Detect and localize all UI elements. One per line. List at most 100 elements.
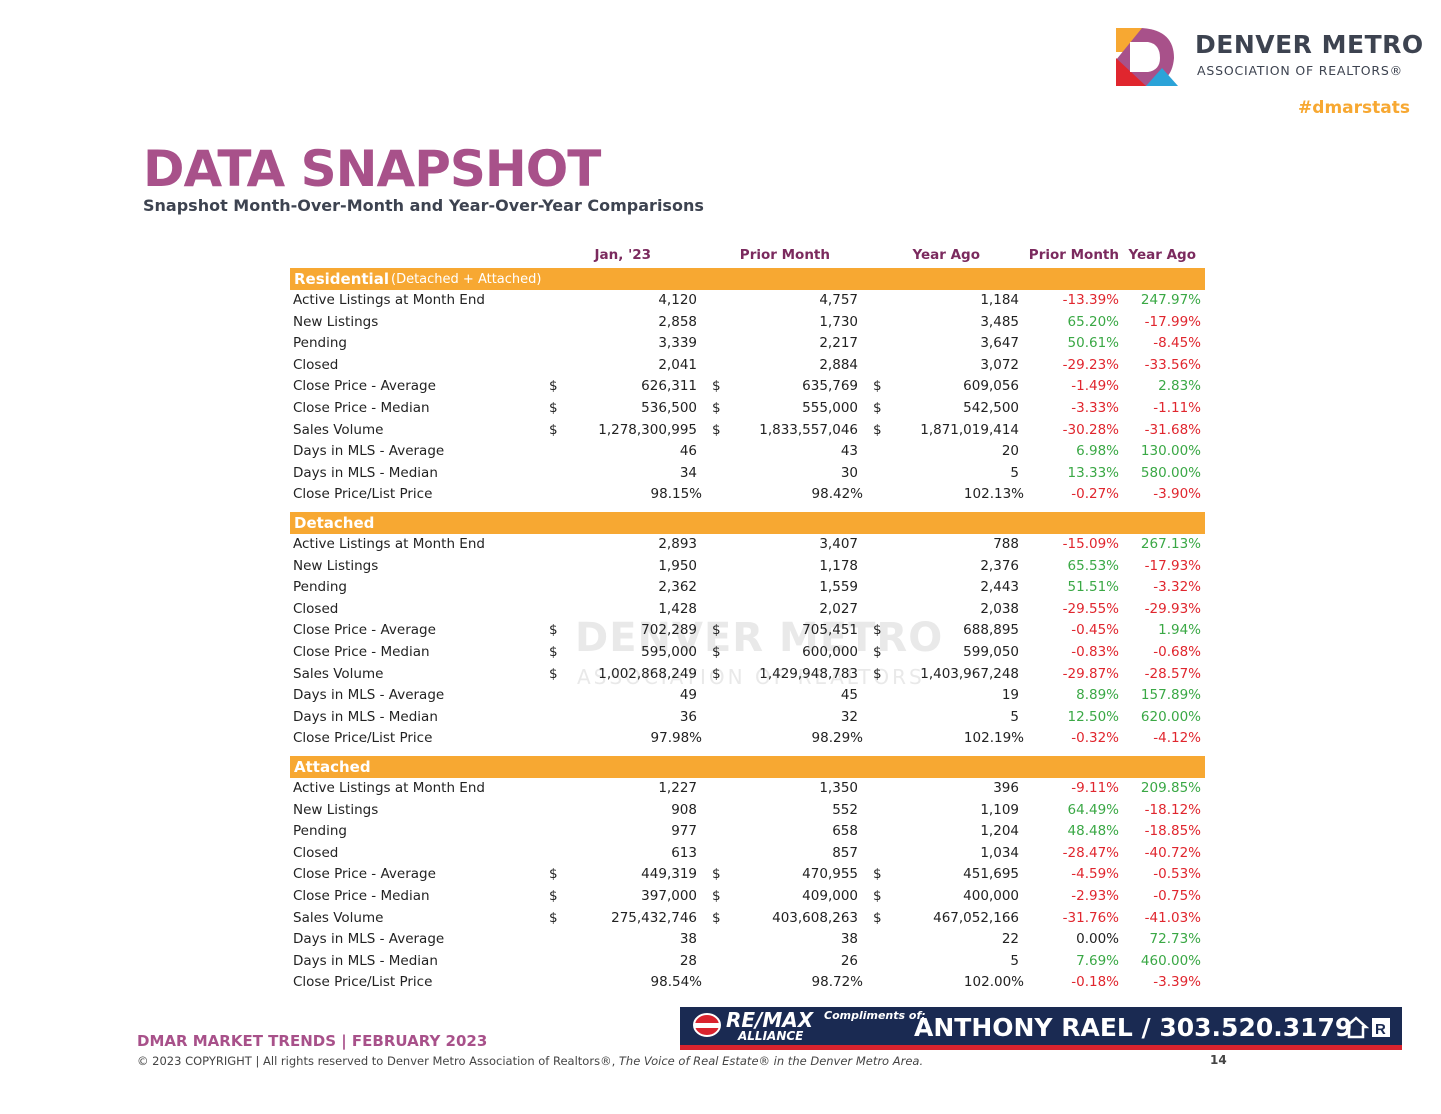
cell: -31.68% [1144,421,1201,438]
cell: 3,485 [980,313,1019,330]
row-label: Days in MLS - Average [293,443,445,460]
cell: -1.49% [1071,378,1119,395]
cell: 2.83% [1158,378,1201,395]
cell: 1,204 [980,823,1019,840]
row-label: New Listings [293,557,379,574]
row-label: Close Price - Median [293,888,430,904]
currency: $ [549,378,558,395]
cell: 1,428 [658,600,697,617]
cell: -15.09% [1062,536,1119,552]
cell: 3,647 [980,335,1019,352]
tagline: The Voice of Real Estate® in the Denver … [618,1054,924,1068]
currency: $ [549,909,558,926]
agent: ANTHONY RAEL / 303.520.3179 [914,1013,1353,1042]
currency: $ [873,421,882,438]
cell: 658 [832,823,858,840]
cell: 2,038 [980,600,1019,617]
cell: -0.53% [1153,866,1201,883]
cell: 49 [679,687,697,704]
cell: 102.19% [963,730,1024,747]
currency: $ [549,644,558,660]
cell: -4.12% [1153,730,1201,747]
cell: 626,311 [641,378,697,395]
row-label: Days in MLS - Median [293,708,438,725]
cell: 2,893 [658,536,697,552]
cell: -29.55% [1062,600,1119,617]
cell: 5 [1010,464,1019,481]
cell: 48.48% [1067,823,1119,840]
section-note: (Detached + Attached) [391,272,542,287]
cell: -28.47% [1062,844,1119,861]
cell: -2.93% [1071,888,1119,904]
row-label: Sales Volume [293,421,384,438]
cell: -1.11% [1153,400,1201,416]
currency: $ [549,421,558,438]
cell: 130.00% [1140,443,1201,460]
cell: 19 [1001,687,1019,704]
cell: 32 [840,708,858,725]
cell: -41.03% [1144,909,1201,926]
cell: -8.45% [1153,335,1201,352]
cell: 2,027 [819,600,858,617]
currency: $ [873,378,882,395]
cell: -0.32% [1071,730,1119,747]
cell: -29.93% [1144,600,1201,617]
cell: 98.54% [650,974,702,991]
currency: $ [712,400,721,416]
cell: 400,000 [963,888,1019,904]
cell: -0.68% [1153,644,1201,660]
cell: 2,362 [658,579,697,596]
cell: 4,757 [819,292,858,308]
cell: 1,109 [980,801,1019,818]
banner: RE/MAX ALLIANCE Compliments of: ANTHONY … [680,1007,1402,1050]
page-number: 14 [1210,1053,1227,1067]
row-label: Close Price - Average [293,866,436,883]
cell: 977 [671,823,697,840]
footer-trends: DMAR MARKET TRENDS | FEBRUARY 2023 [137,1032,488,1050]
cell: 788 [993,536,1019,552]
cell: -30.28% [1062,421,1119,438]
row-label: Close Price - Average [293,622,436,639]
cell: 13.33% [1067,464,1119,481]
cell: 38 [840,931,858,948]
cell: 45 [840,687,858,704]
column-header: Year Ago [1128,247,1196,263]
cell: 1,350 [819,780,858,796]
logo-line1: DENVER METRO [1195,30,1424,59]
column-header: Prior Month [1028,247,1119,263]
brand: RE/MAX [726,1008,814,1032]
logo-line2: ASSOCIATION OF REALTORS® [1197,63,1403,78]
cell: 28 [679,952,697,969]
cell: 275,432,746 [611,909,697,926]
cell: 267.13% [1140,536,1201,552]
cell: 1,730 [819,313,858,330]
cell: 620.00% [1140,708,1201,725]
cell: 2,443 [980,579,1019,596]
currency: $ [549,866,558,883]
cell: -0.83% [1071,644,1119,660]
cell: 470,955 [802,866,858,883]
currency: $ [549,400,558,416]
cell: 467,052,166 [933,909,1019,926]
cell: 34 [679,464,697,481]
currency: $ [712,644,721,660]
cell: 580.00% [1140,464,1201,481]
column-header: Year Ago [912,247,980,263]
currency: $ [873,644,882,660]
cell: 857 [832,844,858,861]
cell: 397,000 [641,888,697,904]
cell: 599,050 [963,644,1019,660]
cell: 1,833,557,046 [759,421,858,438]
cell: 7.69% [1076,952,1119,969]
cell: 30 [840,464,858,481]
cell: 20 [1001,443,1019,460]
cell: 2,858 [658,313,697,330]
cell: 8.89% [1076,687,1119,704]
cell: 5 [1010,708,1019,725]
row-label: Days in MLS - Average [293,687,445,704]
copyright: © 2023 COPYRIGHT | All rights reserved t… [137,1054,923,1068]
cell: 403,608,263 [772,909,858,926]
column-header: Prior Month [739,247,830,263]
row-label: Sales Volume [293,909,384,926]
cell: -18.85% [1144,823,1201,840]
